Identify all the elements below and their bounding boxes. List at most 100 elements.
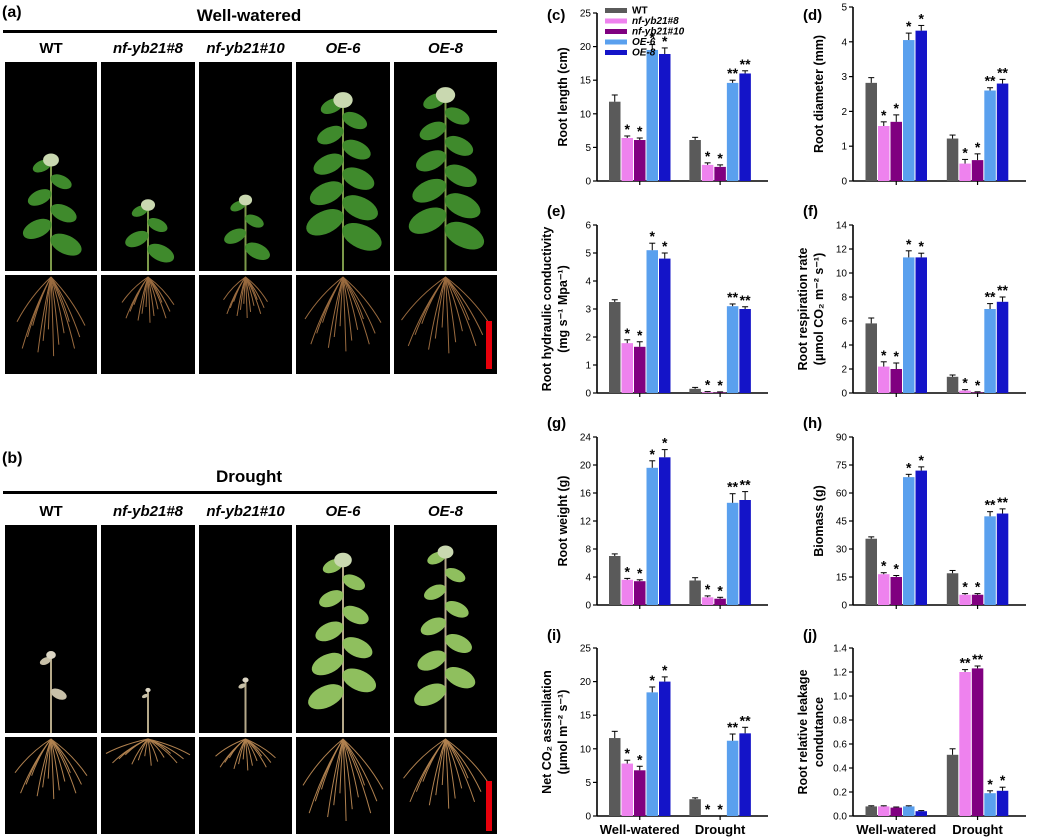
bar-oe-6-drought (726, 306, 739, 393)
bar-oe-8-drought (739, 73, 751, 181)
y-tick-label: 15 (580, 76, 592, 87)
genotype-label-nf-yb21-8: nf-yb21#8 (112, 503, 184, 520)
y-tick-label: 15 (836, 573, 848, 584)
y-tick-label: 20 (580, 42, 592, 53)
y-tick-label: 0 (585, 177, 591, 188)
x-category-label: Well-watered (856, 822, 936, 837)
significance-mark: * (906, 459, 912, 475)
bar-oe-6-drought (984, 90, 996, 181)
bar-wt-drought (946, 376, 959, 393)
root-photo-wt (5, 737, 97, 834)
significance-mark: * (705, 801, 711, 817)
y-tick-label: 1.0 (833, 692, 847, 703)
y-tick-label: 20 (580, 677, 592, 688)
bar-oe-8-well-watered (915, 811, 927, 816)
genotype-label-oe-8: OE-8 (427, 503, 463, 520)
y-axis-label-units: (μmol m⁻² s⁻¹) (556, 690, 570, 775)
significance-mark: * (919, 238, 925, 254)
y-tick-label: 1.2 (833, 668, 847, 679)
bar-oe-8-drought (996, 301, 1009, 393)
bar-nf-yb21-8-well-watered (878, 574, 890, 605)
bar-oe-6-drought (726, 82, 739, 181)
x-category-label: Drought (695, 822, 746, 837)
significance-mark: * (717, 150, 723, 166)
y-tick-label: 12 (580, 517, 592, 528)
y-tick-label: 3 (841, 72, 847, 83)
y-tick-label: 1.4 (833, 644, 847, 655)
bar-wt-well-watered (865, 806, 877, 816)
bar-nf-yb21-10-drought (714, 392, 726, 393)
significance-mark: ** (997, 64, 1008, 80)
legend-swatch-oe-8 (605, 50, 627, 55)
significance-mark: ** (740, 292, 751, 308)
bar-oe-8-well-watered (915, 30, 927, 181)
legend-label-nf-yb21-8: nf-yb21#8 (632, 16, 679, 27)
significance-mark: * (637, 123, 643, 139)
significance-mark: * (717, 801, 723, 817)
significance-mark: * (962, 144, 968, 160)
y-tick-label: 60 (836, 489, 848, 500)
y-tick-label: 20 (580, 461, 592, 472)
shoot-photo-nf-yb21-8 (101, 525, 195, 733)
bar-oe-6-drought (984, 516, 996, 605)
y-axis-label: Biomass (g) (812, 485, 826, 557)
significance-mark: * (662, 662, 668, 678)
bar-wt-well-watered (865, 538, 877, 605)
legend-label-nf-yb21-10: nf-yb21#10 (632, 27, 685, 38)
significance-mark: * (717, 582, 723, 598)
y-tick-label: 45 (836, 517, 848, 528)
chart-j: (j) 0.0 0.2 0.4 0.6 0.8 1.0 1.2 1.4 Root relative… (796, 627, 1026, 837)
bar-wt-well-watered (865, 82, 877, 181)
bar-oe-6-drought (984, 793, 996, 816)
genotype-label-nf-yb21-10: nf-yb21#10 (206, 503, 285, 520)
bar-nf-yb21-10-well-watered (890, 121, 902, 181)
y-tick-label: 30 (836, 545, 848, 556)
significance-mark: ** (997, 282, 1008, 298)
significance-mark: * (662, 238, 668, 254)
panel-letter-b: (b) (2, 450, 23, 467)
bar-nf-yb21-8-well-watered (621, 343, 633, 393)
y-axis-label: Net CO₂ assimilation (540, 670, 554, 794)
y-axis-label: Root respiration rate (796, 247, 810, 370)
shoot-photo-oe-6 (296, 62, 390, 271)
bar-nf-yb21-10-drought (971, 668, 984, 816)
y-tick-label: 10 (580, 109, 592, 120)
bar-oe-8-drought (739, 309, 751, 393)
bar-nf-yb21-8-well-watered (878, 806, 890, 816)
bar-wt-well-watered (609, 302, 621, 393)
significance-mark: * (881, 558, 887, 574)
shoot-photo-oe-6 (296, 525, 390, 733)
condition-title-drought: Drought (215, 467, 283, 486)
significance-mark: ** (985, 289, 996, 305)
panel-letter: (i) (547, 627, 561, 644)
genotype-label-oe-8: OE-8 (427, 40, 463, 57)
significance-mark: * (906, 18, 912, 34)
bar-wt-well-watered (865, 323, 877, 393)
y-tick-label: 1 (841, 142, 847, 153)
y-tick-label: 10 (836, 269, 848, 280)
genotype-label-wt: WT (39, 503, 63, 520)
x-category-label: Drought (952, 822, 1003, 837)
y-tick-label: 14 (836, 221, 848, 232)
y-tick-label: 25 (580, 9, 592, 20)
bar-nf-yb21-8-well-watered (878, 366, 890, 393)
bar-nf-yb21-8-drought (701, 597, 714, 605)
significance-mark: * (894, 348, 900, 364)
significance-mark: * (906, 236, 912, 252)
y-tick-label: 4 (585, 573, 591, 584)
root-photo-oe-6 (296, 275, 390, 374)
y-tick-label: 8 (585, 545, 591, 556)
root-photo-wt (5, 275, 97, 374)
root-photo-nf-yb21-8 (101, 275, 195, 374)
y-tick-label: 5 (585, 143, 591, 154)
genotype-label-nf-yb21-10: nf-yb21#10 (206, 40, 285, 57)
scale-bar-well-watered (486, 321, 492, 369)
panel-letter: (d) (803, 7, 822, 24)
bar-oe-8-drought (739, 733, 751, 816)
y-tick-label: 4 (841, 341, 847, 352)
y-tick-label: 12 (836, 245, 848, 256)
bar-nf-yb21-10-well-watered (890, 369, 902, 393)
y-tick-label: 4 (585, 277, 591, 288)
y-tick-label: 0.6 (833, 740, 847, 751)
y-axis-label: Root relative leakage (796, 669, 810, 794)
